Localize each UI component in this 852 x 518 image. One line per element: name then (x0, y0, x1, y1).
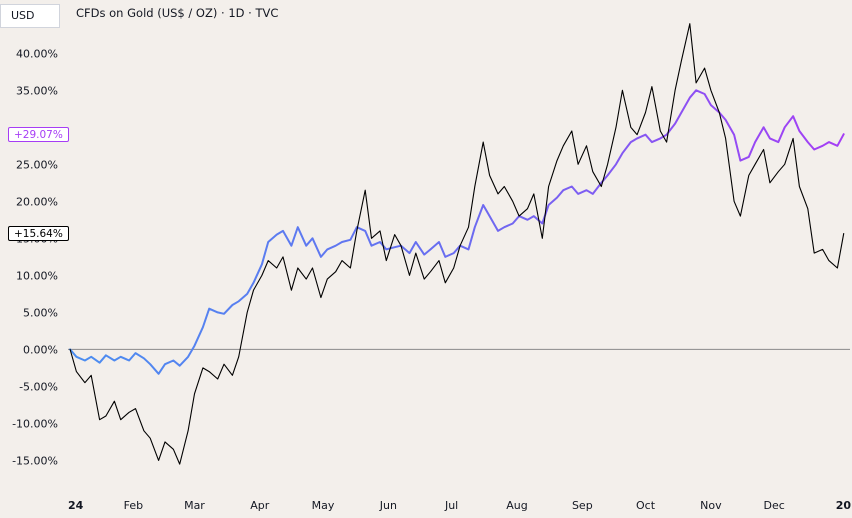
y-tick-label: 5.00% (23, 306, 58, 319)
gold-series-line[interactable] (69, 23, 845, 465)
series-layer (69, 23, 845, 465)
y-tick-label: 40.00% (16, 47, 58, 60)
y-tick-label: -15.00% (12, 454, 58, 467)
x-month-label: Sep (572, 499, 593, 512)
y-tick-label: 0.00% (23, 343, 58, 356)
x-month-label: May (312, 499, 335, 512)
y-tick-label: 10.00% (16, 269, 58, 282)
comparison-series-line[interactable] (69, 89, 845, 375)
x-month-label: Apr (250, 499, 270, 512)
x-month-label: Nov (700, 499, 722, 512)
comparison-last-value-badge: +29.07% (8, 126, 69, 142)
y-axis: 40.00%35.00%25.00%20.00%15.00%10.00%5.00… (12, 47, 58, 467)
x-month-label: Oct (636, 499, 656, 512)
x-year-label: 20 (836, 499, 852, 512)
x-month-label: Jul (444, 499, 458, 512)
currency-label[interactable]: USD (0, 4, 60, 28)
y-tick-label: -10.00% (12, 417, 58, 430)
main-last-value-badge: +15.64% (8, 226, 69, 242)
y-tick-label: 35.00% (16, 84, 58, 97)
chart-title: CFDs on Gold (US$ / OZ) · 1D · TVC (76, 6, 279, 20)
y-tick-label: 20.00% (16, 195, 58, 208)
x-month-label: Feb (124, 499, 143, 512)
x-axis: 24 Feb Mar Apr May Jun Jul Aug Sep Oct Nov Dec 20 (68, 499, 851, 512)
x-year-label: 24 (68, 499, 84, 512)
x-month-label: Mar (184, 499, 205, 512)
x-month-label: Aug (506, 499, 527, 512)
y-tick-label: -5.00% (19, 380, 58, 393)
x-month-label: Jun (379, 499, 397, 512)
y-tick-label: 25.00% (16, 158, 58, 171)
x-month-label: Dec (763, 499, 784, 512)
